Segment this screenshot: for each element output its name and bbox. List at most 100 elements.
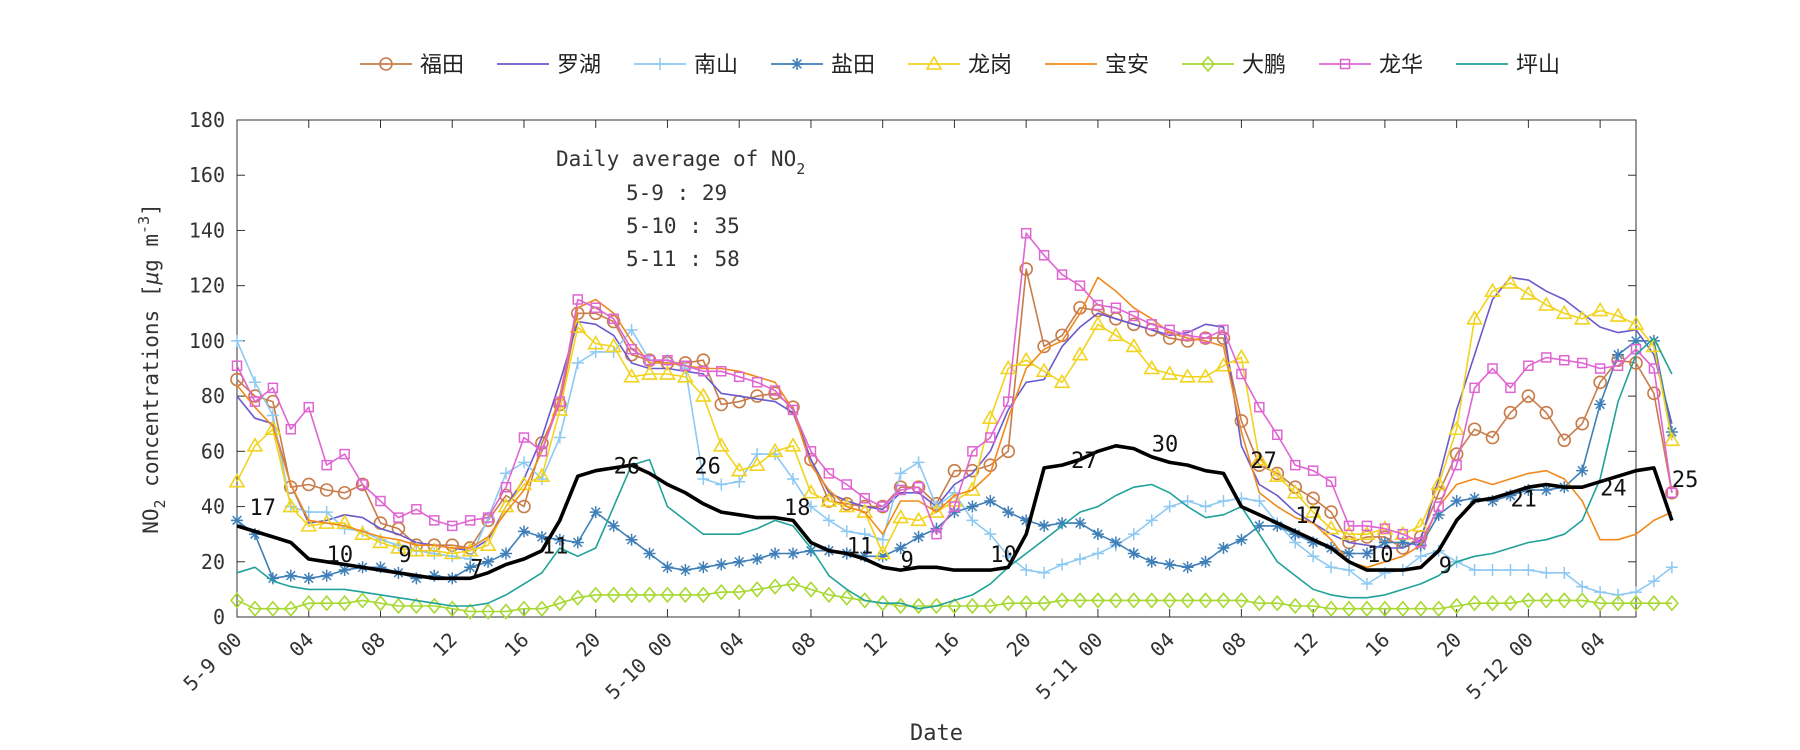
- data-point: [912, 530, 925, 543]
- data-point: [464, 515, 476, 526]
- legend-label: 盐田: [831, 53, 875, 78]
- series-line: [236, 268, 1673, 549]
- data-point: [410, 572, 423, 585]
- data-point: [967, 446, 978, 457]
- data-point: [1073, 553, 1086, 566]
- data-point: [357, 479, 368, 490]
- data-point: [1322, 520, 1340, 535]
- data-point: [1001, 594, 1016, 612]
- legend-label: 罗湖: [557, 53, 601, 78]
- legend-item: 龙岗: [908, 53, 1012, 78]
- data-point: [1397, 528, 1409, 540]
- data-point: [697, 561, 710, 574]
- data-point: [1415, 537, 1427, 548]
- data-point: [1358, 525, 1376, 540]
- data-point: [840, 496, 854, 511]
- data-label: 30: [1152, 432, 1179, 457]
- data-point: [1591, 301, 1609, 317]
- data-point: [859, 493, 871, 504]
- data-point: [1250, 451, 1268, 466]
- y-axis-label-part: μ: [139, 272, 163, 286]
- data-point: [1522, 483, 1535, 496]
- data-point: [787, 547, 800, 560]
- data-point: [858, 528, 871, 541]
- x-tick-label: 20: [1002, 628, 1036, 662]
- data-point: [697, 472, 710, 485]
- data-point: [482, 555, 495, 568]
- data-point: [1325, 476, 1337, 487]
- data-point: [1056, 269, 1068, 280]
- data-label: 11: [847, 534, 874, 559]
- data-point: [965, 597, 980, 615]
- data-point: [1217, 541, 1230, 554]
- legend-item: 盐田: [771, 53, 875, 78]
- data-point: [533, 467, 551, 482]
- y-tick-label: 40: [201, 495, 225, 519]
- data-point: [1252, 594, 1267, 612]
- data-point: [590, 302, 601, 314]
- data-point: [443, 544, 461, 560]
- data-point: [803, 581, 819, 598]
- data-point: [498, 603, 514, 620]
- data-point: [784, 437, 802, 452]
- data-point: [374, 561, 387, 574]
- data-point: [1575, 592, 1590, 609]
- data-point: [1339, 58, 1351, 70]
- data-point: [1001, 444, 1016, 459]
- data-point: [1647, 386, 1661, 401]
- data-point: [301, 477, 316, 492]
- data-point: [1379, 523, 1391, 534]
- data-point: [1519, 285, 1537, 300]
- series-龙华: [231, 227, 1678, 548]
- data-label: 10: [990, 543, 1017, 568]
- data-point: [1502, 274, 1519, 289]
- data-point: [1629, 356, 1643, 370]
- data-point: [1341, 600, 1357, 617]
- data-point: [446, 550, 459, 563]
- x-tick-label: 12: [1289, 628, 1323, 662]
- data-point: [642, 586, 657, 604]
- data-point: [1523, 360, 1534, 371]
- data-point: [1539, 405, 1554, 420]
- y-axis-label-part: concentrations [: [139, 285, 163, 500]
- data-point: [643, 547, 656, 560]
- data-point: [662, 354, 673, 366]
- data-point: [608, 313, 619, 325]
- data-point: [680, 360, 691, 371]
- series-line: [236, 232, 1673, 544]
- data-point: [409, 597, 424, 615]
- data-point: [1593, 594, 1608, 612]
- data-point: [355, 477, 370, 492]
- data-point: [966, 500, 979, 513]
- data-point: [231, 334, 243, 347]
- data-point: [947, 597, 962, 615]
- data-point: [1449, 597, 1464, 615]
- data-point: [1236, 368, 1247, 380]
- data-point: [841, 479, 853, 490]
- data-point: [1038, 250, 1050, 261]
- data-point: [337, 485, 352, 500]
- data-point: [1127, 528, 1140, 541]
- data-point: [1234, 414, 1249, 428]
- data-point: [1611, 594, 1626, 612]
- data-point: [1430, 475, 1448, 491]
- data-point: [820, 492, 838, 507]
- data-point: [1576, 464, 1589, 477]
- data-point: [229, 592, 245, 609]
- data-point: [877, 501, 888, 512]
- data-point: [1505, 382, 1516, 394]
- data-point: [1359, 600, 1375, 617]
- data-point: [264, 420, 282, 436]
- data-point: [1161, 365, 1179, 380]
- data-point: [715, 558, 728, 571]
- data-point: [500, 547, 513, 560]
- data-point: [228, 473, 246, 488]
- data-point: [553, 533, 566, 546]
- data-point: [999, 359, 1017, 375]
- data-point: [536, 446, 548, 457]
- data-point: [716, 366, 727, 377]
- data-point: [1163, 558, 1176, 571]
- data-point: [1056, 558, 1069, 571]
- data-point: [571, 536, 584, 549]
- y-axis-label-part: 2: [151, 499, 169, 508]
